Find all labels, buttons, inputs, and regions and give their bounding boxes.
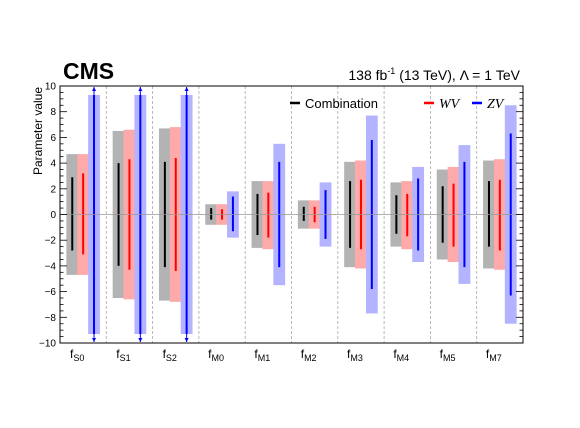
category-subscript: M2 — [304, 353, 317, 363]
category-label-m3: fM3 — [347, 347, 363, 363]
arrow-down-icon — [184, 338, 189, 342]
category-main: f — [393, 347, 397, 361]
legend-label-wv: WV — [439, 97, 461, 112]
category-label-m7: fM7 — [486, 347, 502, 363]
y-axis-title: Parameter value — [31, 87, 45, 175]
y-tick-label: 0 — [50, 210, 56, 221]
category-subscript: S1 — [120, 353, 131, 363]
plot-overlay — [59, 85, 524, 344]
lumi-prefix: 138 fb — [348, 67, 387, 83]
category-subscript: S0 — [73, 353, 84, 363]
category-label-m4: fM4 — [393, 347, 409, 363]
experiment-label: CMS — [63, 58, 114, 84]
category-main: f — [486, 347, 490, 361]
category-subscript: M0 — [211, 353, 224, 363]
category-label-m2: fM2 — [301, 347, 317, 363]
y-tick-label: −8 — [45, 313, 57, 324]
category-subscript: M4 — [397, 353, 410, 363]
legend-label-combination: Combination — [305, 96, 378, 111]
category-main: f — [301, 347, 305, 361]
y-tick-label: 4 — [50, 159, 56, 170]
y-tick-label: −6 — [45, 287, 57, 298]
y-tick-label: 2 — [50, 184, 56, 195]
category-main: f — [347, 347, 351, 361]
category-main: f — [208, 347, 212, 361]
lumi-suffix: (13 TeV), Λ = 1 TeV — [395, 67, 520, 83]
arrow-up-icon — [184, 87, 189, 91]
category-main: f — [440, 347, 444, 361]
category-label-s0: fS0 — [70, 347, 84, 363]
y-tick-label: 8 — [50, 107, 56, 118]
category-subscript: S2 — [166, 353, 177, 363]
category-label-m1: fM1 — [254, 347, 270, 363]
arrow-up-icon — [92, 87, 97, 91]
lumi-exponent: -1 — [387, 66, 395, 76]
y-tick-label: −4 — [45, 261, 57, 272]
category-subscript: M7 — [489, 353, 502, 363]
y-tick-label: −10 — [39, 339, 56, 350]
category-label-m0: fM0 — [208, 347, 224, 363]
category-subscript: M3 — [350, 353, 363, 363]
y-tick-label: −2 — [45, 236, 57, 247]
category-main: f — [116, 347, 120, 361]
y-tick-label: 10 — [45, 82, 57, 93]
legend: Combination WV ZV — [290, 96, 505, 112]
category-main: f — [70, 347, 74, 361]
x-axis-labels: fS0 fS1 fS2 fM0 fM1 fM2 fM3 fM4 fM5 fM7 — [70, 347, 502, 363]
category-label-s1: fS1 — [116, 347, 130, 363]
category-label-m5: fM5 — [440, 347, 456, 363]
legend-label-zv: ZV — [487, 97, 505, 112]
luminosity-label: 138 fb-1 (13 TeV), Λ = 1 TeV — [348, 66, 520, 83]
arrow-down-icon — [138, 338, 143, 342]
arrow-up-icon — [138, 87, 143, 91]
category-main: f — [163, 347, 167, 361]
y-tick-label: 6 — [50, 133, 56, 144]
category-main: f — [254, 347, 258, 361]
arrow-down-icon — [92, 338, 97, 342]
category-subscript: M1 — [258, 353, 271, 363]
category-label-s2: fS2 — [163, 347, 177, 363]
category-subscript: M5 — [443, 353, 456, 363]
y-axis: −10 −8 −6 −4 −2 0 2 4 6 8 10 — [39, 82, 523, 350]
